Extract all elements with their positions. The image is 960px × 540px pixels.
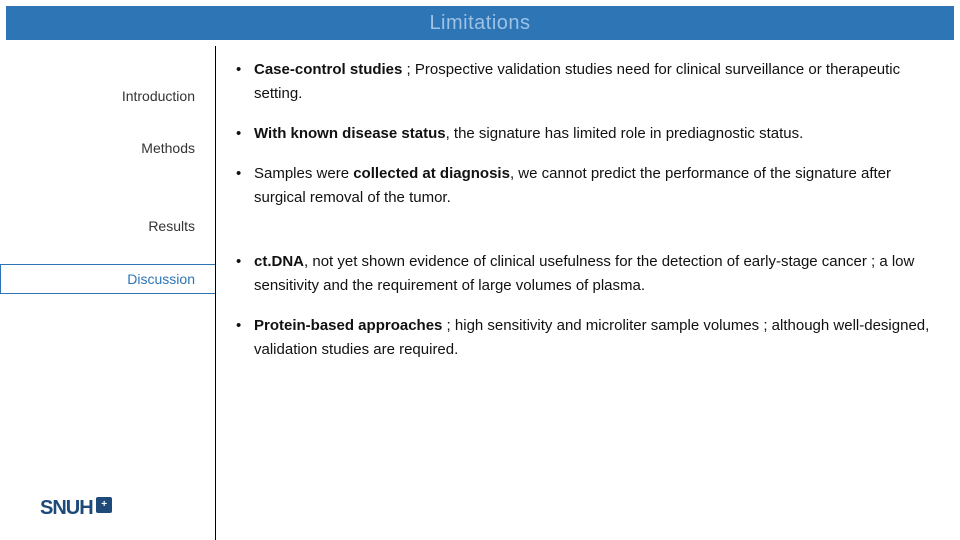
bullet-text: Case-control studies ; Prospective valid…	[254, 58, 940, 106]
bullet-group-1: •Case-control studies ; Prospective vali…	[236, 58, 940, 210]
sidebar-item-label: Introduction	[122, 88, 195, 104]
bullet-dot-icon: •	[236, 250, 254, 298]
sidebar-item-label: Discussion	[127, 271, 195, 287]
bullet-text: ct.DNA, not yet shown evidence of clinic…	[254, 250, 940, 298]
bullet-dot-icon: •	[236, 58, 254, 106]
sidebar-item-results[interactable]: Results	[0, 214, 195, 238]
sidebar-item-methods[interactable]: Methods	[0, 136, 195, 160]
content-area: •Case-control studies ; Prospective vali…	[236, 58, 940, 378]
sidebar-item-introduction[interactable]: Introduction	[0, 84, 195, 108]
bullet-item: •Samples were collected at diagnosis, we…	[236, 162, 940, 210]
brand-logo: SNUH +	[40, 497, 112, 520]
bullet-item: •ct.DNA, not yet shown evidence of clini…	[236, 250, 940, 298]
bullet-dot-icon: •	[236, 314, 254, 362]
bullet-text: With known disease status, the signature…	[254, 122, 940, 146]
bullet-item: •With known disease status, the signatur…	[236, 122, 940, 146]
bullet-group-2: •ct.DNA, not yet shown evidence of clini…	[236, 250, 940, 362]
bullet-dot-icon: •	[236, 162, 254, 210]
page-title: Limitations	[429, 12, 530, 35]
header-bar: Limitations	[6, 6, 954, 40]
bullet-text: Samples were collected at diagnosis, we …	[254, 162, 940, 210]
bullet-item: •Protein-based approaches ; high sensiti…	[236, 314, 940, 362]
sidebar-item-discussion[interactable]: Discussion	[0, 264, 215, 294]
sidebar-item-label: Results	[148, 218, 195, 234]
plus-icon: +	[96, 497, 112, 513]
sidebar-item-label: Methods	[141, 140, 195, 156]
bullet-dot-icon: •	[236, 122, 254, 146]
bullet-item: •Case-control studies ; Prospective vali…	[236, 58, 940, 106]
bullet-text: Protein-based approaches ; high sensitiv…	[254, 314, 940, 362]
logo-text: SNUH	[40, 497, 93, 520]
sidebar-nav: Introduction Methods Results Discussion	[0, 46, 216, 540]
